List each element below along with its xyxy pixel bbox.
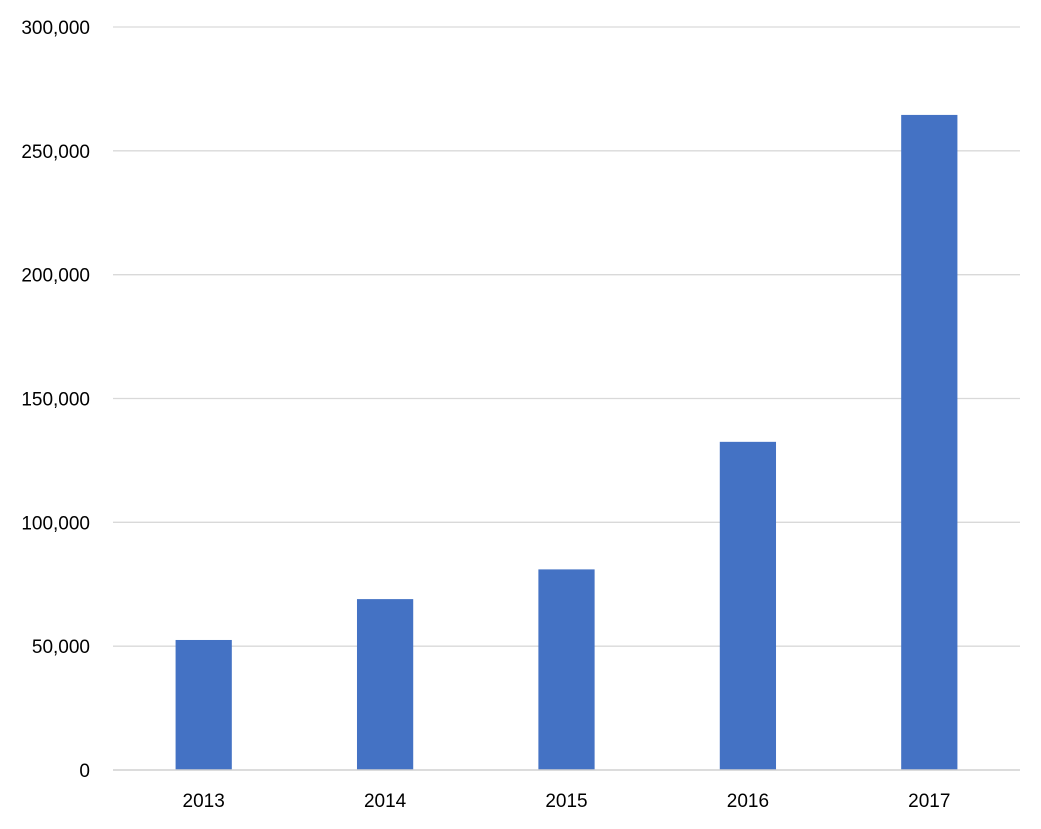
- bars: [175, 114, 958, 770]
- x-tick-label: 2013: [183, 791, 225, 812]
- bar-2013: [175, 639, 232, 770]
- bar-2017: [901, 114, 958, 770]
- y-tick-label: 150,000: [21, 390, 90, 411]
- y-tick-label: 100,000: [21, 513, 90, 534]
- y-tick-label: 50,000: [32, 637, 90, 658]
- x-tick-label: 2014: [364, 791, 407, 812]
- y-tick-label: 0: [79, 761, 90, 782]
- bar-2016: [719, 441, 777, 770]
- y-tick-label: 250,000: [21, 142, 90, 163]
- bar-2015: [538, 569, 595, 770]
- bar-2014: [356, 599, 414, 770]
- y-tick-label: 300,000: [21, 18, 90, 39]
- x-tick-labels: 2013 2014 2015 2016 2017: [183, 791, 951, 812]
- x-tick-label: 2016: [727, 791, 769, 812]
- y-tick-label: 200,000: [21, 266, 90, 287]
- x-tick-label: 2015: [545, 791, 587, 812]
- x-tick-label: 2017: [908, 791, 950, 812]
- gridlines: [113, 26, 1020, 647]
- y-tick-labels: 0 50,000 100,000 150,000 200,000 250,000 300,0…: [21, 18, 90, 782]
